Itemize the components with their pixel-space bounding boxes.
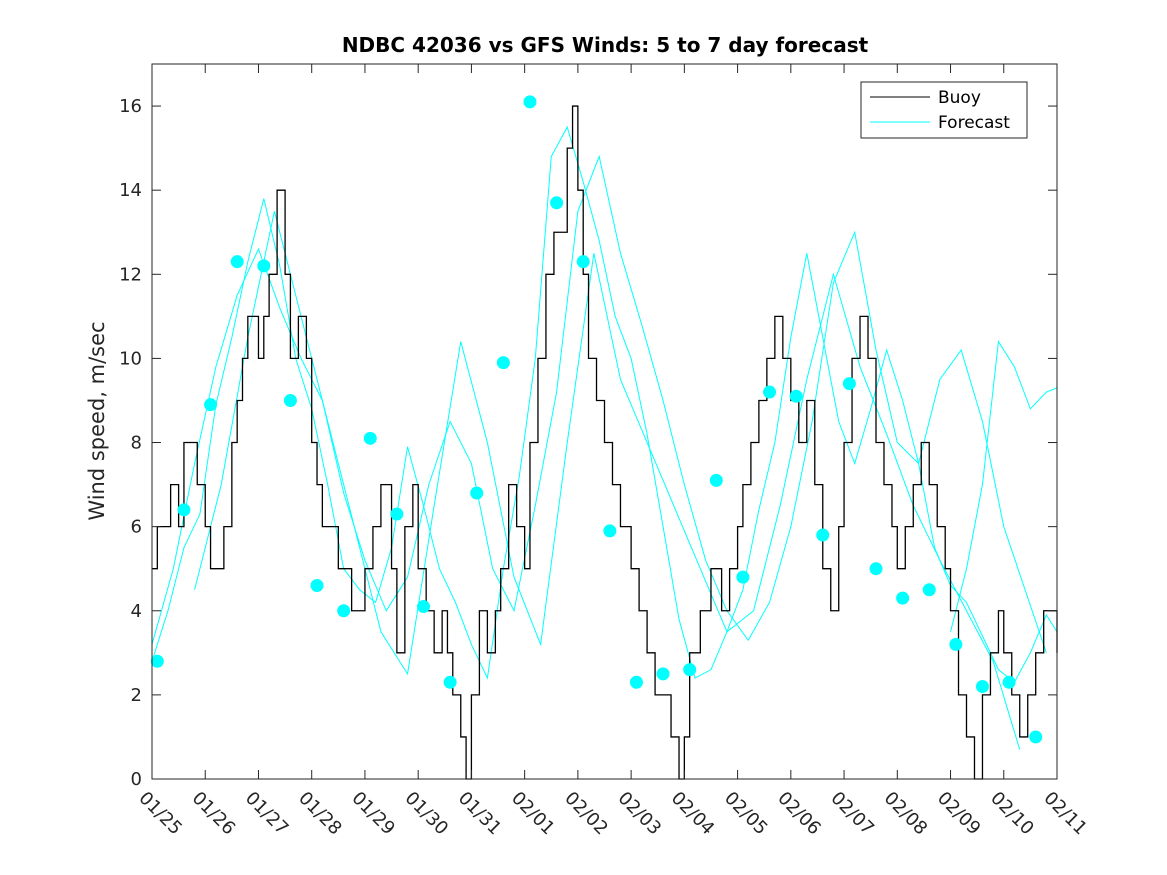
forecast-marker	[789, 389, 803, 403]
y-tick-label: 12	[119, 264, 142, 285]
forecast-marker	[975, 679, 989, 693]
legend: Buoy Forecast	[860, 81, 1028, 139]
forecast-marker	[896, 591, 910, 605]
y-tick-label: 8	[131, 433, 142, 454]
forecast-marker	[763, 385, 777, 399]
series-layer	[151, 64, 1058, 780]
forecast-series-line-1	[151, 125, 1058, 684]
y-tick-label: 14	[119, 180, 142, 201]
forecast-marker	[283, 393, 297, 407]
chart-title: NDBC 42036 vs GFS Winds: 5 to 7 day fore…	[342, 33, 869, 57]
forecast-marker	[736, 570, 750, 584]
forecast-marker	[550, 196, 564, 210]
y-tick-label: 6	[131, 517, 142, 538]
axes-box	[151, 63, 1058, 780]
forecast-marker	[230, 255, 244, 269]
forecast-marker	[177, 503, 191, 517]
legend-forecast-label: Forecast	[938, 113, 1010, 133]
legend-buoy-label: Buoy	[938, 88, 981, 108]
forecast-marker	[523, 95, 537, 109]
forecast-marker	[576, 255, 590, 269]
forecast-marker	[949, 637, 963, 651]
forecast-marker	[656, 667, 670, 681]
forecast-series-line-4	[950, 340, 1058, 632]
forecast-marker	[709, 473, 723, 487]
legend-box	[860, 81, 1028, 139]
forecast-marker	[337, 604, 351, 618]
y-tick-label: 10	[119, 348, 142, 369]
forecast-marker	[1029, 730, 1043, 744]
forecast-marker	[1002, 675, 1016, 689]
y-axis-label: Wind speed, m/sec	[85, 321, 109, 520]
y-tick-label: 16	[119, 96, 142, 117]
forecast-marker	[150, 654, 164, 668]
forecast-marker	[496, 356, 510, 370]
y-tick-label: 2	[131, 685, 142, 706]
forecast-marker	[443, 675, 457, 689]
forecast-marker	[470, 486, 484, 500]
forecast-marker	[869, 562, 883, 576]
forecast-marker	[257, 259, 271, 273]
forecast-marker	[363, 431, 377, 445]
markers-layer	[150, 95, 1043, 744]
forecast-marker	[310, 579, 324, 593]
forecast-marker	[629, 675, 643, 689]
y-tick-label: 4	[131, 601, 142, 622]
forecast-marker	[417, 600, 430, 614]
forecast-marker	[683, 663, 697, 677]
forecast-series-line-2	[151, 154, 1047, 653]
forecast-series-line-3	[194, 211, 1021, 750]
forecast-marker	[204, 398, 218, 412]
forecast-marker	[816, 528, 830, 542]
forecast-marker	[922, 583, 936, 597]
buoy-series-line	[152, 105, 1058, 780]
forecast-marker	[390, 507, 404, 521]
y-tick-label: 0	[131, 769, 142, 790]
forecast-marker	[603, 524, 617, 538]
forecast-marker	[842, 377, 856, 391]
